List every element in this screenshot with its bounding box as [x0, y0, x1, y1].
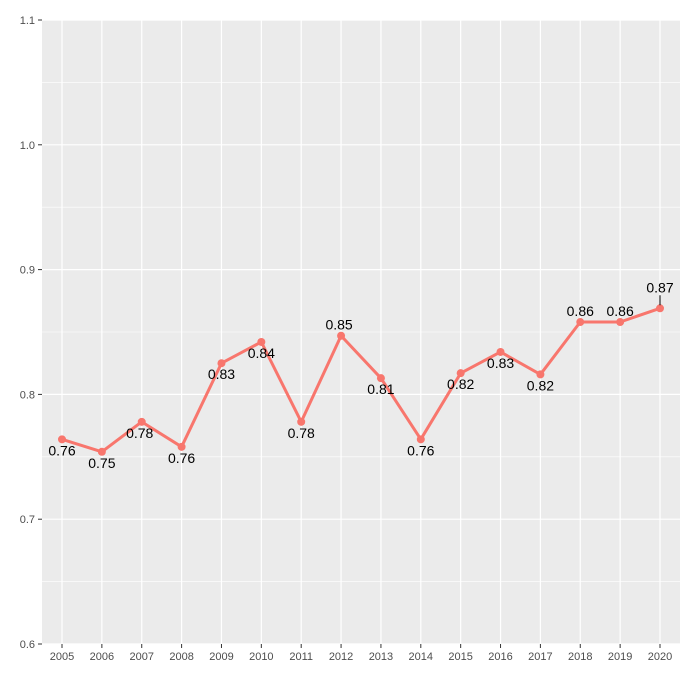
x-tick-label: 2007	[129, 651, 153, 663]
x-tick-label: 2011	[289, 651, 313, 663]
y-tick-label: 0.9	[20, 265, 35, 277]
x-tick-label: 2008	[169, 651, 193, 663]
data-labels: 0.76 0.75 0.78 0.76 0.83 0.84 0.78 0.85 0.81 0.76…	[48, 279, 673, 471]
data-label: 0.81	[367, 381, 394, 397]
series-line	[60, 306, 662, 454]
data-point	[257, 337, 266, 346]
data-point	[616, 318, 625, 327]
x-tick-label: 2015	[448, 651, 472, 663]
data-label: 0.87	[646, 279, 673, 295]
x-tick-label: 2009	[209, 651, 233, 663]
y-axis: 0.6 0.7 0.8 0.9 1.0 1.1	[20, 15, 42, 651]
data-label: 0.76	[168, 450, 195, 466]
data-point	[137, 417, 146, 426]
x-tick-label: 2016	[488, 651, 512, 663]
data-label: 0.83	[487, 355, 514, 371]
y-tick-label: 1.1	[20, 15, 35, 27]
data-point	[376, 374, 385, 383]
x-tick-label: 2006	[90, 651, 114, 663]
data-point	[576, 318, 585, 327]
x-tick-label: 2019	[608, 651, 632, 663]
x-tick-label: 2012	[329, 651, 353, 663]
data-label: 0.86	[607, 303, 634, 319]
data-label: 0.78	[126, 425, 153, 441]
data-label: 0.75	[88, 455, 115, 471]
data-label: 0.78	[288, 425, 315, 441]
y-tick-label: 0.6	[20, 639, 35, 651]
data-label: 0.82	[527, 377, 554, 393]
data-point	[536, 370, 545, 379]
data-point	[337, 331, 346, 340]
series-line-path	[60, 306, 662, 454]
x-tick-label: 2005	[50, 651, 74, 663]
data-point	[97, 447, 106, 456]
data-label: 0.86	[567, 303, 594, 319]
data-point	[58, 435, 66, 444]
x-tick-label: 2017	[528, 651, 552, 663]
y-tick-label: 1.0	[20, 140, 35, 152]
data-point	[416, 435, 425, 444]
data-point	[297, 417, 306, 426]
y-tick-label: 0.8	[20, 389, 35, 401]
data-label: 0.83	[208, 366, 235, 382]
data-point	[496, 347, 505, 356]
y-tick-label: 0.7	[20, 514, 35, 526]
data-point	[177, 442, 186, 451]
data-label: 0.84	[248, 345, 275, 361]
data-label: 0.76	[407, 442, 434, 458]
x-tick-label: 2013	[369, 651, 393, 663]
data-point	[456, 369, 465, 378]
x-tick-label: 2020	[648, 651, 672, 663]
x-tick-label: 2018	[568, 651, 592, 663]
data-points	[58, 304, 664, 456]
data-label: 0.82	[447, 376, 474, 392]
data-point	[656, 304, 664, 313]
x-axis: 2005 2006 2007 2008 2009 2010 2011 2012 2013 2014…	[50, 644, 672, 663]
data-label: 0.76	[48, 442, 75, 458]
data-point	[217, 359, 226, 368]
data-label: 0.85	[325, 317, 352, 333]
major-gridlines	[42, 19, 680, 645]
x-tick-label: 2010	[249, 651, 273, 663]
x-tick-label: 2014	[409, 651, 433, 663]
